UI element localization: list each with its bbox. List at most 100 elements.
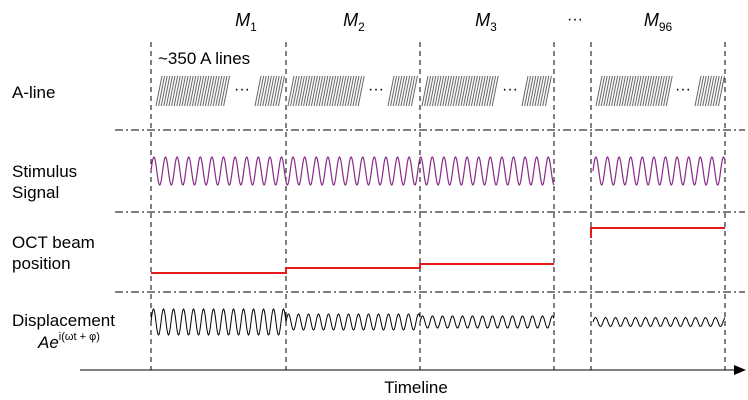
- aline-stroke: [598, 75, 606, 107]
- aline-stroke: [326, 75, 334, 107]
- aline-stroke: [310, 75, 318, 107]
- aline-stroke: [429, 75, 437, 107]
- aline-stroke: [163, 75, 171, 107]
- aline-stroke: [290, 75, 298, 107]
- aline-stroke: [439, 75, 447, 107]
- aline-stroke: [184, 75, 192, 107]
- aline-stroke: [463, 75, 471, 107]
- aline-stroke: [595, 75, 603, 107]
- aline-stroke: [634, 75, 642, 107]
- aline-stroke: [342, 75, 350, 107]
- aline-stroke: [470, 75, 478, 107]
- aline-stroke: [173, 75, 181, 107]
- aline-stroke: [491, 75, 499, 107]
- aline-stroke: [526, 75, 534, 107]
- aline-stroke: [181, 75, 189, 107]
- aline-stroke: [165, 75, 173, 107]
- aline-stroke: [476, 75, 484, 107]
- aline-stroke: [486, 75, 494, 107]
- beam-position-m96: [590, 227, 725, 238]
- row-separators: [115, 129, 745, 293]
- aline-stroke: [357, 75, 365, 107]
- aline-stroke: [710, 75, 718, 107]
- aline-stroke: [295, 75, 303, 107]
- aline-stroke: [715, 75, 723, 107]
- aline-stroke: [660, 75, 668, 107]
- aline-stroke: [657, 75, 665, 107]
- aline-stroke: [186, 75, 194, 107]
- aline-stroke: [644, 75, 652, 107]
- displacement-wave-m96: [592, 316, 726, 328]
- aline-stroke: [529, 75, 537, 107]
- row-label-beam-line2: position: [12, 254, 71, 273]
- row-label-displacement-line1: Displacement: [12, 311, 115, 330]
- aline-stroke: [267, 75, 275, 107]
- timeline-arrowhead: [734, 365, 746, 375]
- aline-ellipsis-m96: ···: [675, 81, 691, 98]
- aline-stroke: [460, 75, 468, 107]
- aline-stroke: [639, 75, 647, 107]
- aline-stroke: [297, 75, 305, 107]
- aline-stroke: [489, 75, 497, 107]
- aline-stroke: [197, 75, 205, 107]
- aline-stroke: [403, 75, 411, 107]
- aline-stroke: [704, 75, 712, 107]
- aline-stroke: [355, 75, 363, 107]
- aline-stroke: [270, 75, 278, 107]
- aline-stroke: [212, 75, 220, 107]
- aline-stroke: [652, 75, 660, 107]
- aline-stroke: [223, 75, 231, 107]
- aline-stroke: [217, 75, 225, 107]
- aline-stroke: [699, 75, 707, 107]
- aline-stroke: [444, 75, 452, 107]
- aline-stroke: [387, 75, 395, 107]
- aline-stroke: [199, 75, 207, 107]
- aline-stroke: [272, 75, 280, 107]
- aline-stroke: [318, 75, 326, 107]
- aline-stroke: [171, 75, 179, 107]
- column-label-m3: M3: [475, 10, 497, 34]
- aline-stroke: [613, 75, 621, 107]
- row-label-stimulus-line2: Signal: [12, 183, 59, 202]
- aline-ellipsis-m3: ···: [502, 81, 518, 98]
- aline-count-annotation: ~350 A lines: [158, 49, 250, 68]
- aline-stroke: [400, 75, 408, 107]
- aline-stroke: [642, 75, 650, 107]
- aline-stroke: [207, 75, 215, 107]
- aline-ellipsis-m2: ···: [368, 81, 384, 98]
- aline-stroke: [316, 75, 324, 107]
- column-ellipsis: ···: [567, 11, 583, 28]
- aline-stroke: [621, 75, 629, 107]
- aline-stroke: [624, 75, 632, 107]
- aline-stroke: [537, 75, 545, 107]
- aline-stroke: [168, 75, 176, 107]
- aline-stroke: [352, 75, 360, 107]
- aline-stroke: [631, 75, 639, 107]
- aline-ellipsis-m1: ···: [234, 81, 250, 98]
- aline-stroke: [259, 75, 267, 107]
- aline-stroke: [455, 75, 463, 107]
- aline-stroke: [202, 75, 210, 107]
- aline-stroke: [264, 75, 272, 107]
- column-label-m2: M2: [343, 10, 365, 34]
- aline-stroke: [629, 75, 637, 107]
- column-label-m96: M96: [644, 10, 673, 34]
- aline-stroke: [191, 75, 199, 107]
- aline-stroke: [158, 75, 166, 107]
- aline-stroke: [717, 75, 725, 107]
- vertical-guides: [150, 42, 726, 370]
- aline-stroke: [176, 75, 184, 107]
- aline-stroke: [442, 75, 450, 107]
- aline-stroke: [534, 75, 542, 107]
- aline-stroke: [390, 75, 398, 107]
- aline-stroke: [544, 75, 552, 107]
- aline-stroke: [524, 75, 532, 107]
- aline-stroke: [331, 75, 339, 107]
- aline-stroke: [697, 75, 705, 107]
- aline-stroke: [611, 75, 619, 107]
- aline-stroke: [344, 75, 352, 107]
- aline-stroke: [321, 75, 329, 107]
- aline-stroke: [626, 75, 634, 107]
